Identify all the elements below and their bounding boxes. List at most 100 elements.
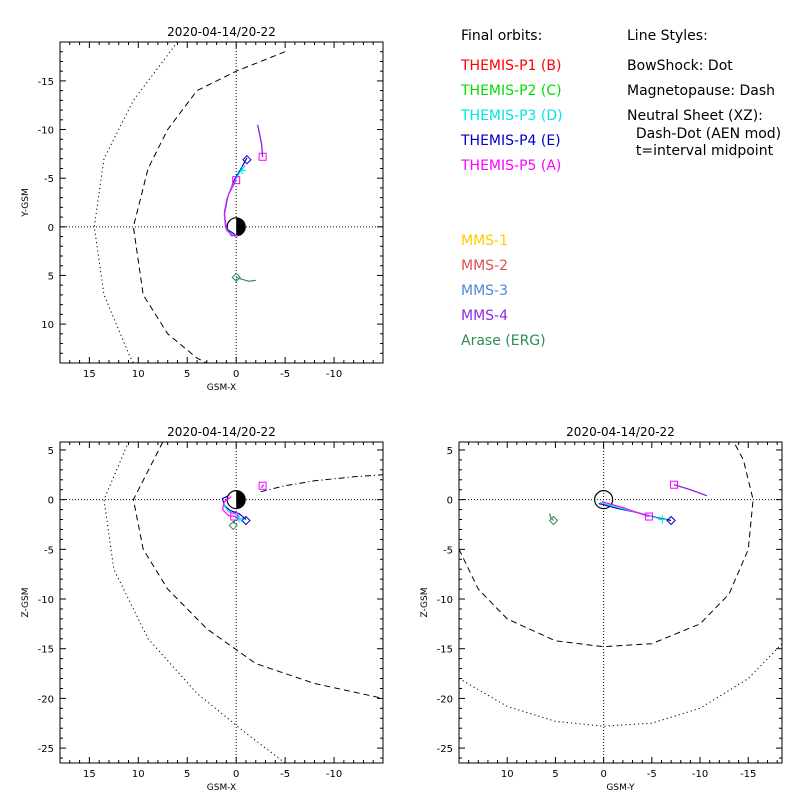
- orbit-arase: [232, 519, 236, 524]
- y-tick-label: -15: [38, 77, 54, 88]
- marker-diamond: [241, 515, 251, 526]
- legend-item-mms-3: MMS-3: [461, 283, 509, 299]
- legend-style-neutral-sheet: Neutral Sheet (XZ):: [627, 108, 763, 124]
- legend-item-themis-p2: THEMIS-P2 (C): [461, 83, 562, 99]
- x-tick-label: 15: [83, 769, 96, 780]
- legend-item-themis-p4: THEMIS-P4 (E): [461, 133, 561, 149]
- legend-styles-title: Line Styles:: [627, 28, 708, 44]
- y-tick-label: -15: [437, 645, 453, 656]
- plot-area: [60, 42, 383, 363]
- x-tick-label: 10: [501, 769, 514, 780]
- plot-area: [459, 442, 782, 763]
- chart-title: 2020-04-14/20-22: [566, 425, 675, 439]
- marker-diamond: [242, 154, 252, 165]
- legend-item-themis-p1: THEMIS-P1 (B): [461, 58, 562, 74]
- marker-diamond: [228, 520, 238, 531]
- y-tick-label: -10: [38, 595, 54, 606]
- y-axis-label: Y-GSM: [21, 188, 31, 217]
- marker-diamond: [548, 515, 559, 526]
- chart-panel-3: 2020-04-14/20-22 GSM-Y Z-GSM 10 5 0 -5 -10 -15 5 0…: [420, 425, 783, 793]
- y-tick-label: 0: [48, 223, 54, 234]
- boundary-bowshock: [459, 643, 782, 727]
- orbit-mms-4: [261, 484, 265, 489]
- plot-frame: [458, 441, 783, 764]
- x-tick-label: 0: [233, 369, 239, 380]
- x-tick-label: -10: [326, 769, 342, 780]
- marker-plus: [235, 514, 244, 523]
- orbit-themis-p4: [221, 495, 247, 520]
- chart-title: 2020-04-14/20-22: [167, 25, 276, 39]
- y-tick-label: -5: [44, 174, 54, 185]
- legend-item-arase: Arase (ERG): [461, 333, 546, 349]
- marker-diamond: [666, 515, 676, 526]
- legend-item-mms-4: MMS-4: [461, 308, 509, 324]
- marker-square: [230, 512, 239, 521]
- x-tick-label: -5: [647, 769, 657, 780]
- chart-title: 2020-04-14/20-22: [167, 425, 276, 439]
- earth-icon: [594, 490, 614, 510]
- legend-item-mms-1: MMS-1: [461, 233, 509, 249]
- plot-frame: [59, 41, 384, 364]
- y-tick-label: -20: [437, 694, 453, 705]
- y-axis-label: Z-GSM: [21, 587, 31, 617]
- boundary-magnetopause: [459, 442, 754, 648]
- y-tick-label: 10: [41, 320, 54, 331]
- x-tick-label: -10: [692, 769, 708, 780]
- x-tick-label: 10: [132, 369, 145, 380]
- earth-night-side: [236, 490, 246, 509]
- x-tick-label: -15: [740, 769, 756, 780]
- chart-panel-2: 2020-04-14/20-22 GSM-X Z-GSM 15 10 5 0 -5 -10 5 0 -…: [21, 425, 384, 793]
- y-tick-label: -15: [38, 645, 54, 656]
- y-axis-label: Z-GSM: [420, 587, 430, 617]
- marker-diamond: [231, 272, 241, 283]
- x-tick-label: 0: [600, 769, 606, 780]
- orbit-themis-p3: [223, 165, 246, 237]
- y-tick-label: -10: [437, 595, 453, 606]
- x-tick-label: 15: [83, 369, 96, 380]
- marker-square: [644, 512, 653, 521]
- y-tick-label: 0: [48, 496, 54, 507]
- y-tick-label: 0: [447, 496, 453, 507]
- y-tick-label: -20: [38, 694, 54, 705]
- x-tick-label: 5: [184, 369, 190, 380]
- legend-style-bowshock: BowShock: Dot: [627, 58, 733, 74]
- y-tick-label: -5: [44, 545, 54, 556]
- orbit-themis-p3: [599, 502, 663, 521]
- x-tick-label: 10: [132, 769, 145, 780]
- y-tick-label: -25: [437, 744, 453, 755]
- boundary-bowshock: [103, 442, 286, 763]
- marker-square: [232, 176, 241, 185]
- boundary-magnetopause: [132, 442, 383, 699]
- marker-plus: [238, 166, 247, 175]
- orbit-mms-4: [257, 124, 264, 157]
- marker-square: [258, 481, 267, 490]
- legend-orbits-title: Final orbits:: [461, 28, 543, 44]
- orbit-themis-p5: [223, 179, 239, 237]
- y-tick-label: 5: [447, 446, 453, 457]
- x-axis-label: GSM-X: [207, 383, 236, 393]
- marker-plus: [658, 515, 667, 524]
- legend-item-themis-p3: THEMIS-P3 (D): [461, 108, 563, 124]
- earth-night-side: [236, 217, 246, 236]
- x-tick-label: -10: [326, 369, 342, 380]
- marker-square: [670, 480, 679, 489]
- legend-item-mms-2: MMS-2: [461, 258, 509, 274]
- x-axis-label: GSM-X: [207, 783, 236, 793]
- legend-style-magnetopause: Magnetopause: Dash: [627, 83, 776, 99]
- legend-style-interval: t=interval midpoint: [627, 143, 774, 159]
- plot-frame: [59, 441, 384, 764]
- x-axis-label: GSM-Y: [606, 783, 635, 793]
- x-tick-label: 0: [233, 769, 239, 780]
- y-tick-label: -5: [443, 545, 453, 556]
- orbit-mms-4: [673, 484, 708, 497]
- boundary-neutralsheet: [260, 474, 383, 493]
- y-tick-label: -10: [38, 126, 54, 137]
- x-tick-label: -5: [280, 369, 290, 380]
- chart-panel-1: 2020-04-14/20-22 GSM-X Y-GSM 15 10 5 0 -5 -10 -15…: [21, 25, 384, 393]
- y-tick-label: -25: [38, 744, 54, 755]
- orbit-themis-p5: [601, 501, 650, 518]
- y-tick-label: 5: [48, 446, 54, 457]
- y-tick-label: 5: [48, 271, 54, 282]
- boundary-bowshock: [93, 42, 178, 363]
